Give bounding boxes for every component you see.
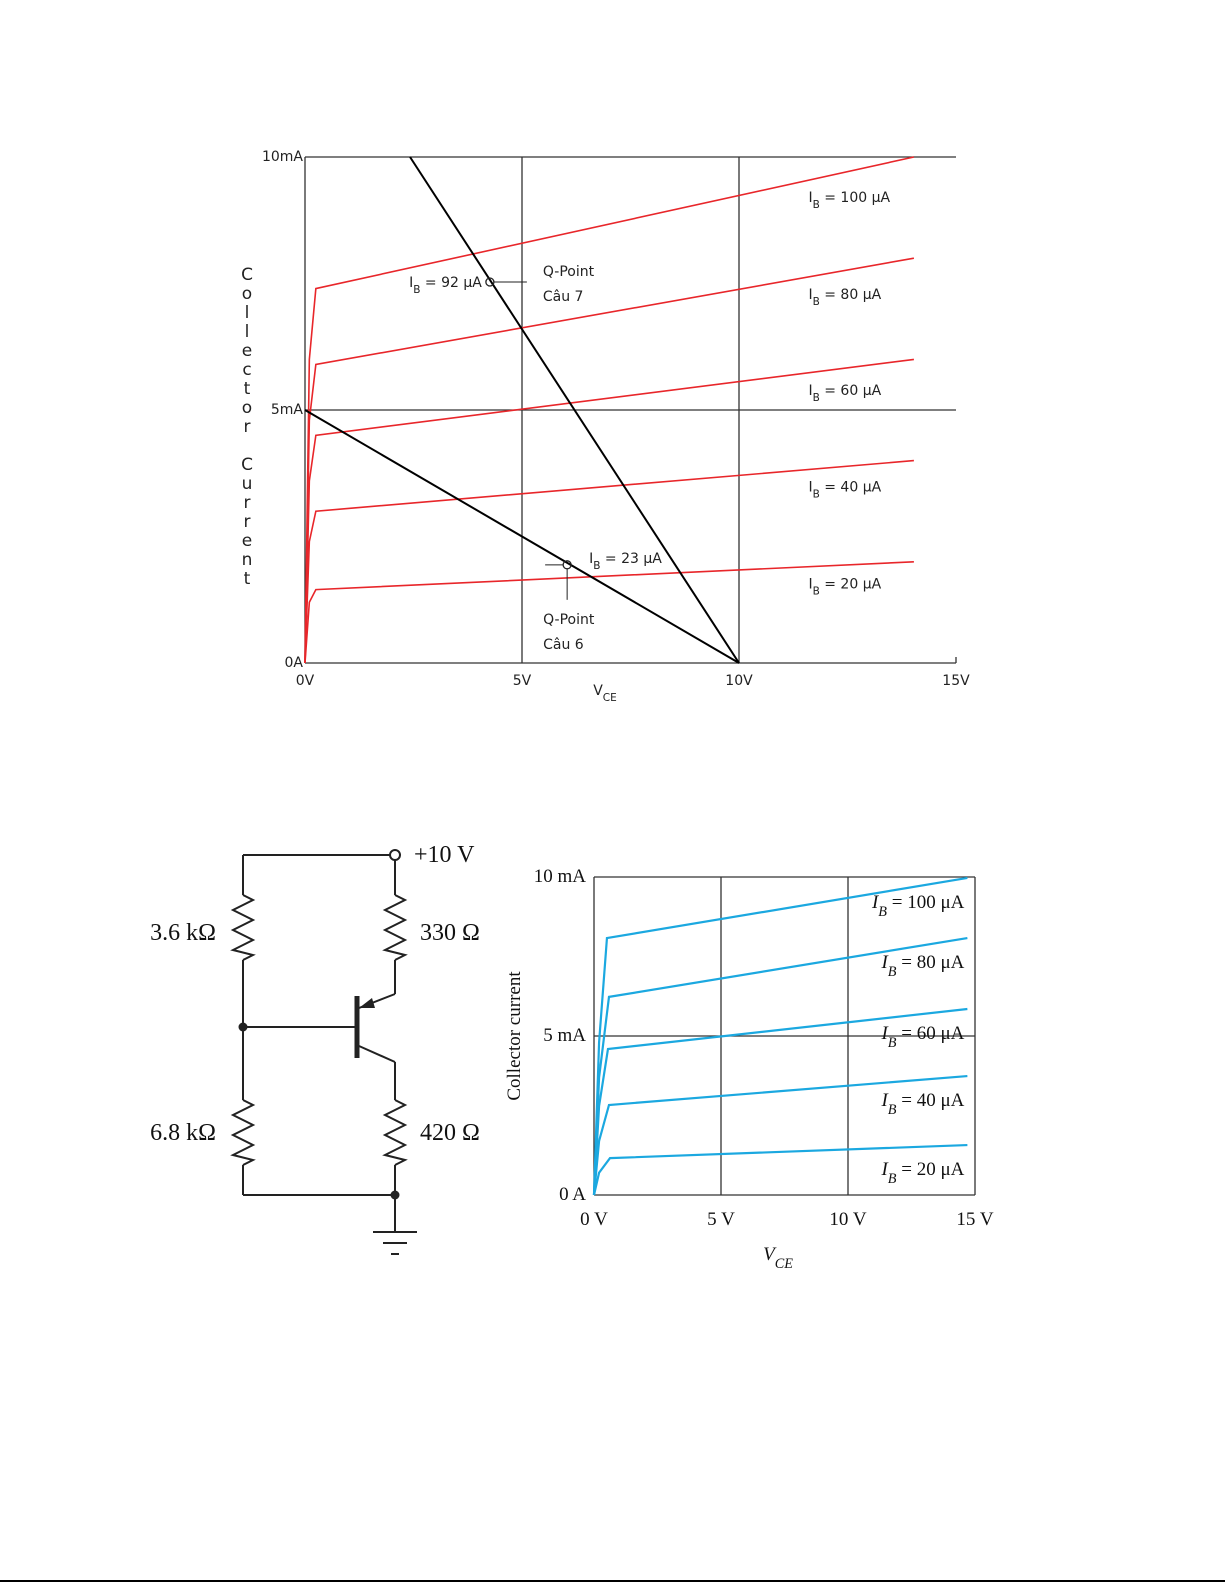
x-tick-label: 5V: [513, 673, 532, 689]
emitter-arrow: [359, 998, 375, 1008]
node: [390, 1190, 400, 1200]
chart-top: 0A 5mA 10mA 0V 5V 10V 15V VCE Collector Current I…: [237, 149, 970, 704]
resistor-label: 330 Ω: [420, 920, 480, 946]
x-tick-label: 10V: [725, 673, 753, 689]
supply-label: +10 V: [414, 842, 475, 868]
y-axis-label: Collector Current: [237, 265, 257, 588]
resistor-label: 3.6 kΩ: [150, 920, 216, 946]
series-label: IB = 20 μA: [880, 1159, 964, 1187]
series-line: [304, 257, 915, 664]
series-label: IB = 80 μA: [808, 287, 881, 308]
series-label: IB = 60 μA: [808, 383, 881, 404]
series-label: IB = 100 μA: [871, 892, 965, 920]
x-axis-label: VCE: [763, 1244, 793, 1272]
x-tick-label: 10 V: [829, 1209, 866, 1230]
y-tick-label: 0 A: [559, 1184, 586, 1205]
load-line: [304, 409, 740, 664]
series-line: [592, 1074, 968, 1196]
series-line: [592, 1007, 968, 1196]
x-tick-label: 5 V: [707, 1209, 735, 1230]
terminal: [389, 849, 401, 861]
series-line: [592, 1143, 968, 1196]
q-label: IB = 92 μA: [409, 275, 482, 296]
x-tick-label: 0V: [296, 673, 315, 689]
series-label: IB = 40 μA: [808, 480, 881, 501]
x-tick-label: 15 V: [956, 1209, 993, 1230]
y-tick-label: 0A: [285, 655, 304, 671]
series-label: IB = 100 μA: [808, 190, 890, 211]
series-line: [304, 459, 914, 664]
resistor: [230, 894, 256, 961]
circuit: +10 V 3.6 kΩ 330 Ω 6.8 kΩ 420 Ω: [150, 842, 480, 1255]
chart-bottom: 0 A 5 mA 10 mA 0 V 5 V 10 V 15 V VCE Collector c…: [504, 866, 994, 1272]
resistor-label: 6.8 kΩ: [150, 1120, 216, 1146]
series-label: IB = 80 μA: [880, 952, 964, 980]
q-label: IB = 23 μA: [589, 551, 662, 572]
x-tick-label: 0 V: [580, 1209, 608, 1230]
resistor: [382, 1099, 408, 1166]
x-axis-label: VCE: [593, 683, 617, 704]
series-label: IB = 60 μA: [880, 1023, 964, 1051]
series-label: IB = 40 μA: [880, 1090, 964, 1118]
q-note: Câu 6: [543, 637, 584, 653]
y-tick-label: 10 mA: [534, 866, 587, 887]
resistor: [230, 1099, 256, 1166]
q-note: Câu 7: [543, 289, 584, 305]
resistor: [382, 894, 408, 961]
series-label: IB = 20 μA: [808, 577, 881, 598]
y-tick-label: 10mA: [262, 149, 303, 165]
y-tick-label: 5mA: [271, 402, 304, 418]
x-tick-label: 15V: [942, 673, 970, 689]
y-tick-label: 5 mA: [543, 1025, 586, 1046]
resistor-label: 420 Ω: [420, 1120, 480, 1146]
series-line: [304, 358, 915, 664]
y-axis-label: Collector current: [504, 971, 525, 1101]
q-name: Q-Point: [543, 264, 595, 280]
load-line: [409, 156, 740, 664]
collector: [358, 1045, 396, 1063]
series-line: [304, 561, 914, 664]
q-name: Q-Point: [543, 612, 595, 628]
